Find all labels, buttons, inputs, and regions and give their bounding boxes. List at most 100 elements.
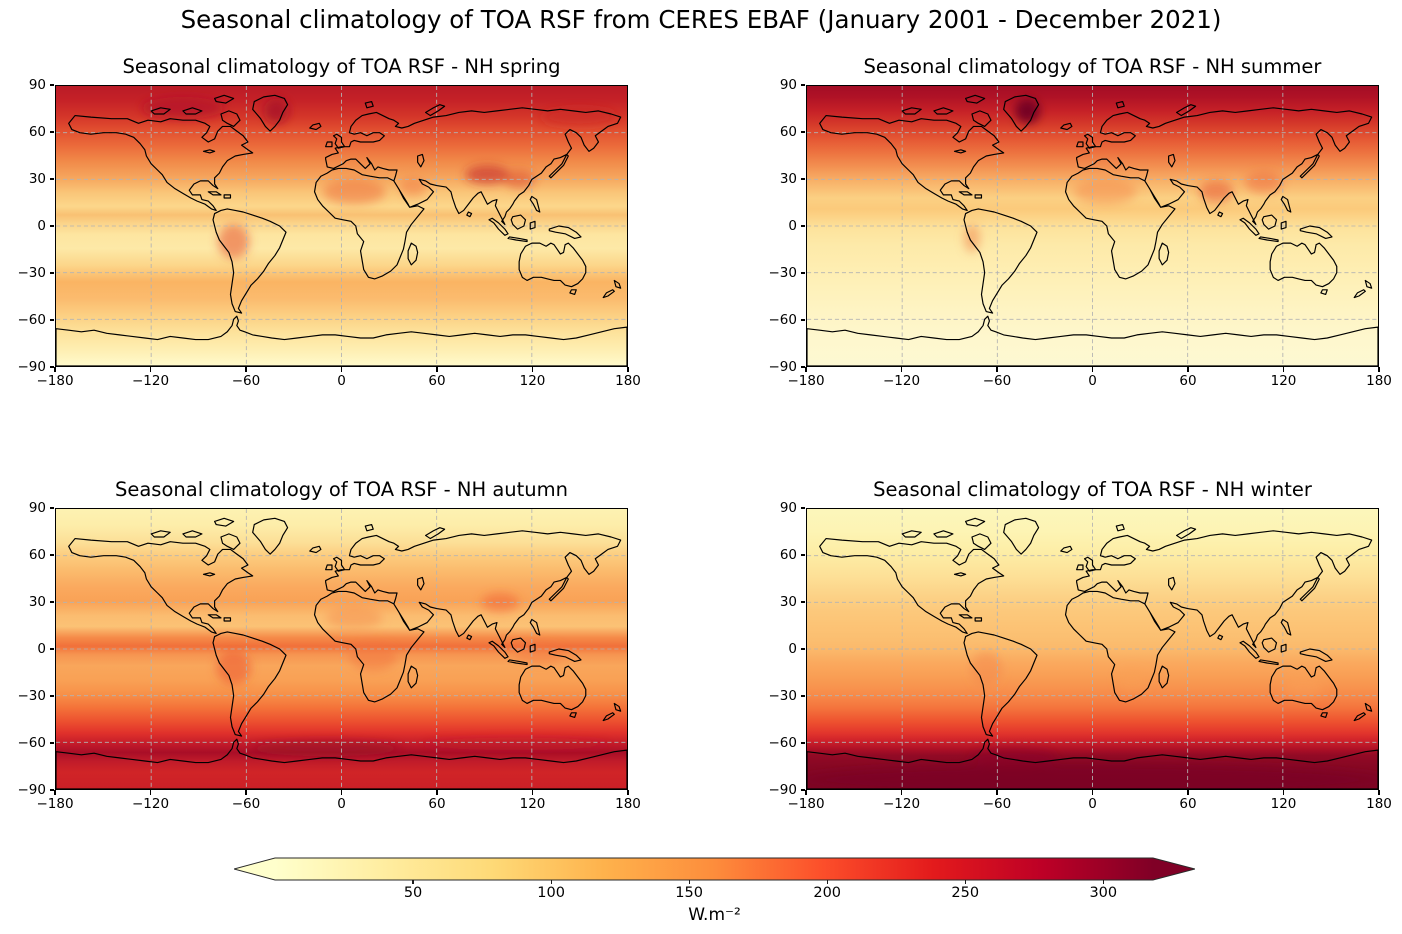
y-tick-mark [800, 695, 805, 697]
hotspot-maritime-continent [514, 642, 566, 665]
hotspot-arctic-canada [141, 96, 225, 119]
y-tick-mark [800, 789, 805, 791]
subplot-nh-autumn: Seasonal climatology of TOA RSF - NH aut… [18, 478, 641, 812]
y-tick-mark [800, 272, 805, 274]
x-tick-label: 180 [1366, 796, 1392, 812]
colorbar-tick-label: 100 [537, 885, 565, 901]
y-tick-mark [49, 366, 54, 368]
y-tick-mark [49, 131, 54, 133]
y-tick-mark [800, 319, 805, 321]
x-tick-mark [54, 790, 56, 795]
y-tick-mark [800, 225, 805, 227]
colorbar-label: W.m⁻² [688, 905, 741, 925]
y-tick-label: 90 [779, 500, 797, 516]
y-tick-mark [800, 742, 805, 744]
hotspot-australia [1284, 677, 1323, 699]
colorbar-tick-label: 150 [675, 885, 703, 901]
x-tick-label: 60 [428, 796, 446, 812]
hotspot-east-siberia [541, 107, 618, 127]
x-tick-label: 0 [337, 373, 346, 389]
x-tick-mark [54, 367, 56, 372]
colorbar-bar [234, 857, 1195, 881]
x-tick-label: 60 [428, 373, 446, 389]
x-tick-label: −180 [787, 373, 825, 389]
y-tick-mark [800, 507, 805, 509]
subplot-title-nh-spring: Seasonal climatology of TOA RSF - NH spr… [122, 55, 561, 78]
y-tick-label: 90 [779, 77, 797, 93]
y-tick-mark [800, 84, 805, 86]
hotspot-central-africa [349, 642, 398, 671]
colorbar-tick-mark [688, 880, 690, 884]
hotspot-sahara [1073, 179, 1137, 205]
x-tick-label: −120 [882, 796, 921, 812]
x-tick-mark [531, 790, 534, 795]
colorbar-tick-mark [550, 880, 552, 884]
subplot-nh-winter: Seasonal climatology of TOA RSF - NH win… [769, 478, 1392, 812]
subplot-nh-spring: Seasonal climatology of TOA RSF - NH spr… [18, 55, 641, 389]
y-tick-mark [49, 648, 54, 650]
x-tick-label: 180 [615, 373, 641, 389]
x-tick-mark [1091, 367, 1094, 372]
x-tick-label: −60 [231, 796, 261, 812]
y-tick-mark [800, 601, 805, 603]
map-canvas-nh-spring [56, 86, 627, 366]
x-tick-mark [340, 367, 343, 372]
y-tick-label: 0 [37, 218, 46, 234]
x-tick-mark [805, 367, 807, 372]
hotspot-tibetan-plateau [465, 165, 510, 184]
y-tick-label: 90 [28, 77, 46, 93]
colorbar-tick-mark [964, 880, 966, 884]
x-tick-label: 0 [1088, 796, 1097, 812]
y-tick-label: 60 [779, 547, 797, 563]
y-tick-mark [49, 742, 54, 744]
y-tick-mark [49, 319, 54, 321]
map-nh-autumn [55, 508, 628, 790]
x-tick-mark [1282, 790, 1285, 795]
x-tick-mark [1378, 367, 1380, 372]
map-nh-summer [806, 85, 1379, 367]
x-tick-label: 60 [1179, 373, 1197, 389]
x-tick-mark [1187, 367, 1189, 372]
y-tick-label: 0 [37, 641, 46, 657]
x-tick-label: −180 [787, 796, 825, 812]
hotspot-tibet-east-china [481, 593, 520, 612]
colorbar-tick-label: 300 [1089, 885, 1118, 901]
x-tick-label: −60 [982, 373, 1012, 389]
subplot-nh-summer: Seasonal climatology of TOA RSF - NH sum… [769, 55, 1392, 389]
regional-flux-anomalies [216, 593, 612, 757]
hotspot-southern-ocean-band [420, 737, 612, 751]
y-tick-mark [49, 554, 54, 556]
x-tick-label: 120 [1270, 796, 1297, 812]
hotspot-greenland [1014, 98, 1041, 124]
colorbar-gradient [234, 857, 1195, 881]
x-tick-mark [245, 790, 247, 795]
x-tick-mark [996, 790, 998, 795]
y-tick-label: −60 [768, 735, 798, 751]
y-tick-label: −30 [768, 688, 798, 704]
x-tick-label: −180 [36, 373, 74, 389]
colorbar-tick-mark [412, 880, 414, 884]
y-tick-label: −60 [17, 735, 47, 751]
x-tick-mark [900, 790, 903, 795]
y-tick-label: −30 [768, 265, 798, 281]
y-tick-mark [49, 601, 54, 603]
x-tick-label: −120 [131, 796, 170, 812]
figure-title: Seasonal climatology of TOA RSF from CER… [180, 5, 1222, 34]
subplot-title-nh-summer: Seasonal climatology of TOA RSF - NH sum… [863, 55, 1322, 78]
hotspot-andes-amazon [970, 652, 1003, 687]
map-canvas-nh-summer [807, 86, 1378, 366]
hotspot-arabia [398, 177, 428, 197]
regional-flux-anomalies [964, 98, 1283, 253]
y-tick-mark [800, 366, 805, 368]
y-tick-label: −90 [768, 782, 798, 798]
x-tick-label: −60 [982, 796, 1012, 812]
x-tick-label: −120 [882, 373, 921, 389]
y-tick-label: −90 [17, 782, 47, 798]
hotspot-greenland [263, 98, 290, 124]
x-tick-label: 120 [1270, 373, 1297, 389]
x-tick-mark [1187, 790, 1189, 795]
y-tick-mark [49, 178, 54, 180]
y-tick-mark [49, 507, 54, 509]
x-tick-mark [149, 367, 152, 372]
x-tick-mark [900, 367, 903, 372]
